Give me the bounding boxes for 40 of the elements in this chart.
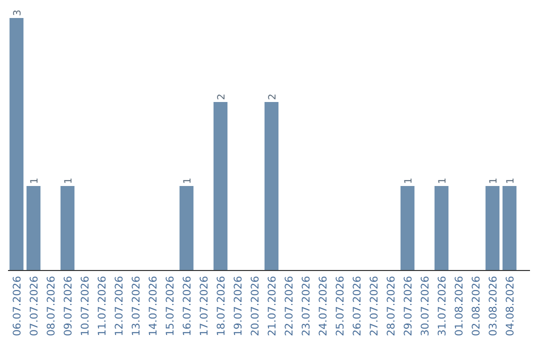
x-tick-label: 25.07.2026 [334,276,346,336]
x-tick-label: 20.07.2026 [250,276,262,336]
data-label: 1 [30,178,40,184]
x-tick-label: 21.07.2026 [266,276,278,336]
data-label: 2 [216,94,228,100]
x-tick-label: 15.07.2026 [164,276,176,336]
x-tick-label: 13.07.2026 [130,276,142,336]
data-label: 1 [438,178,448,184]
data-label: 1 [64,178,74,184]
x-tick-label: 17.07.2026 [198,276,210,336]
data-label: 1 [488,178,500,184]
data-label: 1 [404,178,414,184]
x-tick-label: 26.07.2026 [352,276,364,336]
x-tick-label: 16.07.2026 [182,276,194,336]
x-tick-label: 09.07.2026 [62,276,74,336]
x-tick-label: 03.08.2026 [488,276,500,336]
x-tick-label: 14.07.2026 [148,276,160,336]
x-tick-label: 12.07.2026 [114,276,126,336]
data-label: 3 [12,10,24,16]
x-tick-label: 28.07.2026 [386,276,398,336]
x-tick-label: 10.07.2026 [80,276,92,336]
x-tick-label: 18.07.2026 [216,276,228,336]
x-tick-label: 31.07.2026 [436,276,448,336]
x-tick-label: 08.07.2026 [46,276,58,336]
x-tick-label: 01.08.2026 [454,276,466,336]
x-tick-label: 06.07.2026 [12,276,24,336]
x-tick-label: 04.08.2026 [504,276,516,336]
x-tick-label: 07.07.2026 [28,276,40,336]
x-tick-label: 11.07.2026 [96,276,108,336]
x-tick-label: 19.07.2026 [232,276,244,336]
x-tick-label: 22.07.2026 [284,276,296,336]
data-label: 2 [268,94,278,100]
x-tick-label: 24.07.2026 [318,276,330,336]
x-tick-label: 30.07.2026 [420,276,432,336]
x-tick-label: 27.07.2026 [368,276,380,336]
data-label: 1 [506,178,516,184]
x-tick-label: 29.07.2026 [402,276,414,336]
x-tick-label: 02.08.2026 [470,276,482,336]
data-label: 1 [182,178,194,184]
x-tick-label: 23.07.2026 [300,276,312,336]
